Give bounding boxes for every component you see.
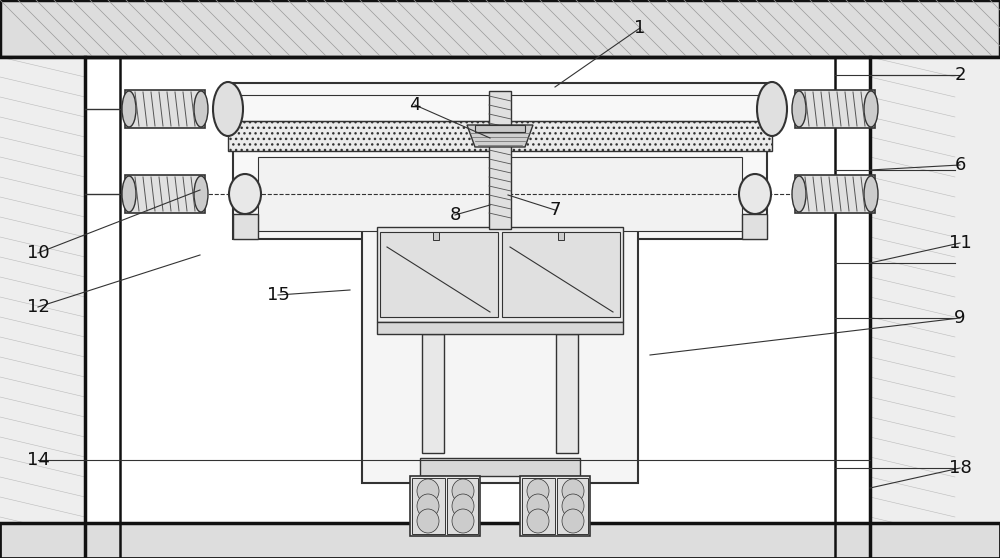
Bar xyxy=(489,91,511,229)
Bar xyxy=(233,214,258,239)
Text: 18: 18 xyxy=(949,459,971,477)
Bar xyxy=(475,125,525,132)
Ellipse shape xyxy=(562,494,584,518)
Bar xyxy=(795,175,875,213)
Text: 15: 15 xyxy=(267,286,289,304)
Bar xyxy=(0,523,1000,558)
Ellipse shape xyxy=(864,176,878,212)
Ellipse shape xyxy=(229,174,261,214)
Ellipse shape xyxy=(739,174,771,214)
Ellipse shape xyxy=(864,91,878,127)
Ellipse shape xyxy=(194,91,208,127)
Bar xyxy=(522,478,555,534)
Bar xyxy=(556,334,578,453)
Ellipse shape xyxy=(194,176,208,212)
Ellipse shape xyxy=(792,176,806,212)
Ellipse shape xyxy=(562,479,584,503)
Text: 12: 12 xyxy=(27,298,49,316)
Bar xyxy=(377,322,623,334)
Bar xyxy=(422,334,444,453)
Ellipse shape xyxy=(527,494,549,518)
Text: 2: 2 xyxy=(954,66,966,84)
Text: 1: 1 xyxy=(634,19,646,37)
Bar xyxy=(795,90,875,128)
Bar xyxy=(557,478,588,534)
Bar xyxy=(412,478,445,534)
Text: 14: 14 xyxy=(27,451,49,469)
Ellipse shape xyxy=(562,509,584,533)
Text: 6: 6 xyxy=(954,156,966,174)
Ellipse shape xyxy=(452,509,474,533)
Bar xyxy=(233,149,767,239)
Bar xyxy=(520,476,590,536)
Bar xyxy=(433,232,439,240)
Text: 11: 11 xyxy=(949,234,971,252)
Bar xyxy=(870,57,1000,558)
Ellipse shape xyxy=(452,479,474,503)
Ellipse shape xyxy=(452,494,474,518)
Bar xyxy=(258,157,742,231)
Bar xyxy=(420,458,580,476)
Bar xyxy=(447,478,478,534)
Text: 4: 4 xyxy=(409,96,421,114)
Ellipse shape xyxy=(122,91,136,127)
Text: 7: 7 xyxy=(549,201,561,219)
Bar xyxy=(125,90,205,128)
Polygon shape xyxy=(467,125,533,147)
Ellipse shape xyxy=(417,479,439,503)
Bar xyxy=(742,214,767,239)
Bar xyxy=(125,175,205,213)
Ellipse shape xyxy=(213,82,243,136)
Bar xyxy=(380,232,498,317)
Bar xyxy=(228,121,772,151)
Bar xyxy=(410,476,480,536)
Ellipse shape xyxy=(417,494,439,518)
Bar xyxy=(228,83,772,135)
Ellipse shape xyxy=(527,509,549,533)
Ellipse shape xyxy=(417,509,439,533)
Bar xyxy=(502,232,620,317)
Text: 9: 9 xyxy=(954,309,966,327)
Bar xyxy=(362,219,638,483)
Text: 8: 8 xyxy=(449,206,461,224)
Ellipse shape xyxy=(527,479,549,503)
Bar xyxy=(558,232,564,240)
Ellipse shape xyxy=(757,82,787,136)
Bar xyxy=(0,57,85,558)
Ellipse shape xyxy=(122,176,136,212)
Bar xyxy=(377,227,623,322)
Ellipse shape xyxy=(792,91,806,127)
Text: 10: 10 xyxy=(27,244,49,262)
Bar xyxy=(0,0,1000,57)
